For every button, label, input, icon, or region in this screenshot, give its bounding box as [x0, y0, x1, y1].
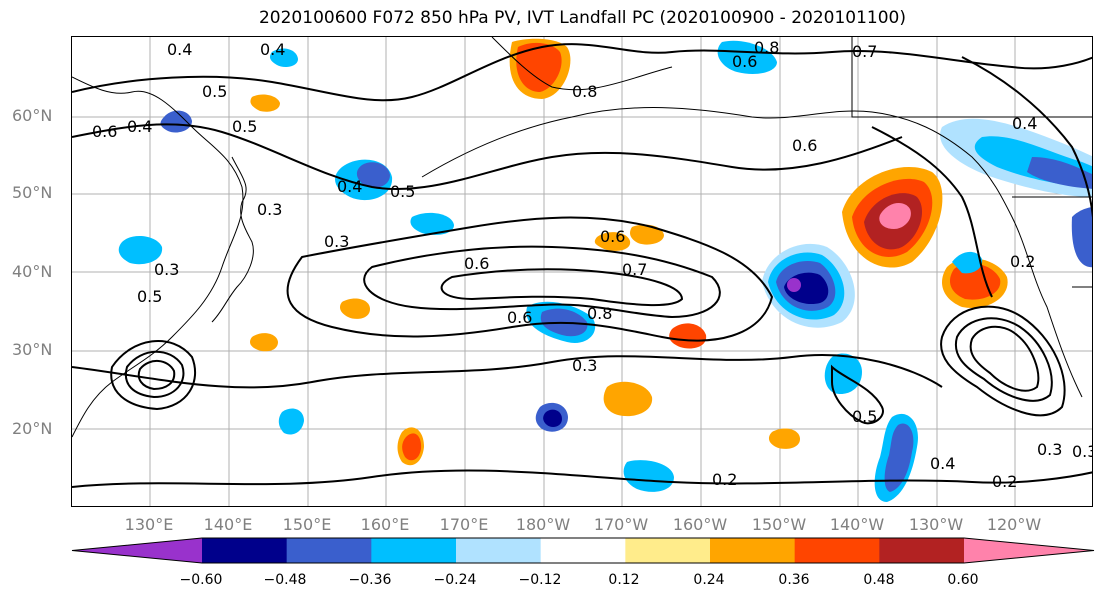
contour-label: 0.3 — [154, 260, 179, 279]
lon-label: 130°E — [124, 515, 174, 534]
contour-label: 0.2 — [712, 470, 737, 489]
contour-labels: 0.4 0.4 0.5 0.6 0.4 0.5 0.3 0.4 0.5 0.3 … — [92, 38, 1093, 491]
colorbar-tick: 0.36 — [778, 572, 810, 588]
lon-label: 170°W — [593, 515, 649, 534]
colorbar-segment — [625, 538, 711, 563]
pv-shading — [118, 38, 1092, 502]
contour-label: 0.4 — [167, 40, 192, 59]
map-title: 2020100600 F072 850 hPa PV, IVT Landfall… — [258, 8, 906, 28]
contour-label: 0.3 — [324, 232, 349, 251]
lon-label: 150°W — [751, 515, 807, 534]
colorbar-tick: 0.12 — [608, 572, 640, 588]
contour-label: 0.5 — [852, 407, 877, 426]
lon-label: 120°W — [986, 515, 1042, 534]
colorbar-tick: −0.48 — [263, 572, 307, 588]
contour-label: 0.6 — [92, 122, 117, 141]
map-canvas: 0.4 0.4 0.5 0.6 0.4 0.5 0.3 0.4 0.5 0.3 … — [72, 37, 1093, 506]
colorbar-outline — [71, 537, 1095, 564]
colorbar-tick: −0.24 — [433, 572, 477, 588]
lon-label: 150°E — [282, 515, 332, 534]
lon-label: 140°E — [203, 515, 253, 534]
lon-label: 180°W — [515, 515, 571, 534]
contour-label: 0.3 — [1037, 440, 1062, 459]
lat-label: 60°N — [12, 106, 53, 125]
colorbar-segment — [794, 538, 880, 563]
contour-label: 0.4 — [930, 454, 955, 473]
colorbar-tick: 0.60 — [947, 572, 979, 588]
contour-label: 0.3 — [1072, 442, 1093, 461]
contour-label: 0.6 — [464, 254, 489, 273]
contour-label: 0.5 — [390, 182, 415, 201]
colorbar-tick: 0.24 — [693, 572, 725, 588]
ivt-contours — [72, 43, 1092, 488]
lat-label: 50°N — [12, 183, 53, 202]
colorbar-tick: −0.12 — [518, 572, 562, 588]
contour-label: 0.4 — [337, 177, 362, 196]
lon-label: 160°W — [672, 515, 728, 534]
contour-label: 0.3 — [572, 356, 597, 375]
colorbar-tick: 0.48 — [863, 572, 895, 588]
colorbar-segment — [879, 538, 965, 563]
lat-label: 40°N — [12, 262, 53, 281]
contour-label: 0.8 — [754, 38, 779, 57]
colorbar-segment — [710, 538, 796, 563]
contour-label: 0.6 — [507, 308, 532, 327]
contour-label: 0.8 — [572, 82, 597, 101]
colorbar-segment — [202, 538, 288, 563]
colorbar-segment — [540, 538, 626, 563]
lon-label: 140°W — [829, 515, 885, 534]
contour-label: 0.3 — [257, 200, 282, 219]
colorbar-segment — [371, 538, 457, 563]
graticule — [72, 37, 1092, 506]
contour-label: 0.6 — [792, 136, 817, 155]
contour-label: 0.4 — [127, 117, 152, 136]
lon-label: 170°E — [439, 515, 489, 534]
lat-label: 20°N — [12, 419, 53, 438]
contour-label: 0.5 — [202, 82, 227, 101]
lat-label: 30°N — [12, 340, 53, 359]
contour-label: 0.8 — [587, 304, 612, 323]
map-panel: 0.4 0.4 0.5 0.6 0.4 0.5 0.3 0.4 0.5 0.3 … — [71, 36, 1093, 507]
contour-label: 0.4 — [1012, 114, 1037, 133]
colorbar-tick: −0.36 — [348, 572, 392, 588]
colorbar-extend-high — [964, 538, 1094, 563]
contour-label: 0.4 — [260, 40, 285, 59]
contour-label: 0.6 — [732, 52, 757, 71]
contour-label: 0.2 — [992, 472, 1017, 491]
contour-label: 0.5 — [137, 287, 162, 306]
colorbar-tick: −0.60 — [179, 572, 223, 588]
contour-label: 0.2 — [1010, 252, 1035, 271]
contour-label: 0.6 — [600, 227, 625, 246]
contour-label: 0.7 — [852, 42, 877, 61]
lon-label: 160°E — [360, 515, 410, 534]
contour-label: 0.5 — [232, 117, 257, 136]
colorbar-segment — [456, 538, 542, 563]
contour-label: 0.7 — [622, 260, 647, 279]
lon-label: 130°W — [908, 515, 964, 534]
colorbar — [71, 537, 1095, 564]
colorbar-extend-low — [72, 538, 202, 563]
colorbar-segment — [286, 538, 372, 563]
coastlines — [72, 37, 1092, 438]
